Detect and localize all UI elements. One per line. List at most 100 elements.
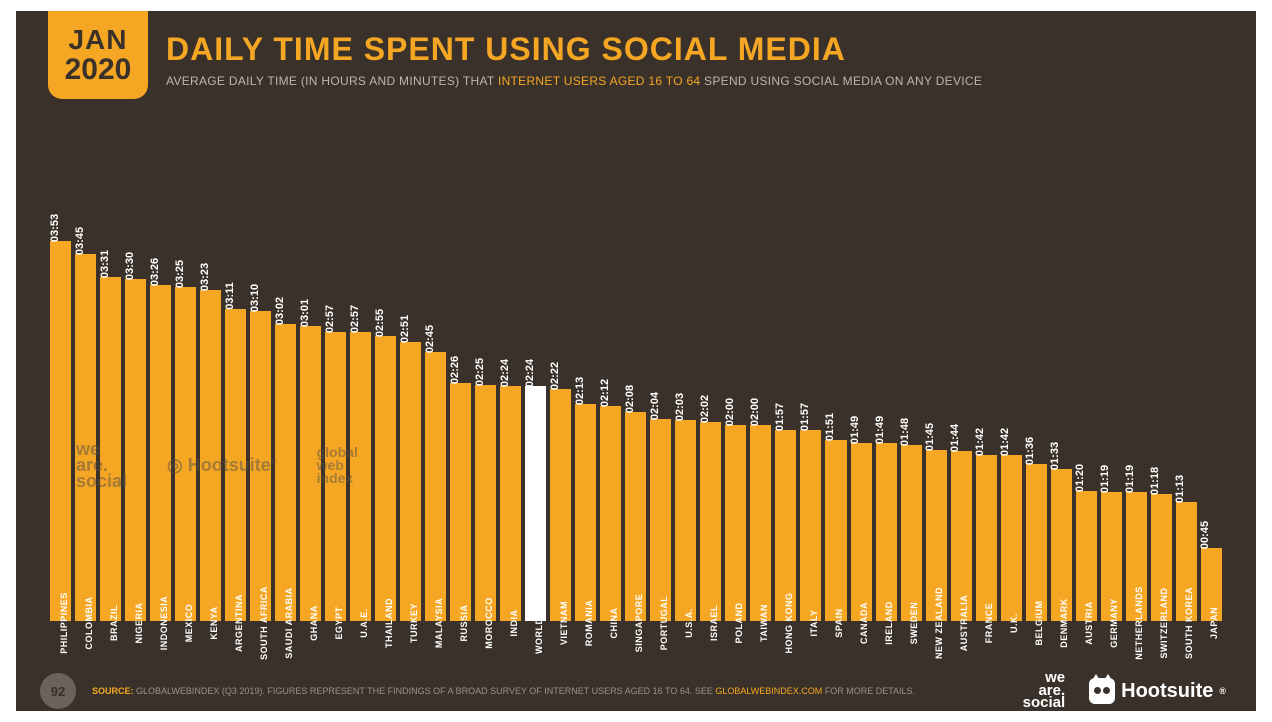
bar: 01:42 bbox=[1001, 455, 1022, 621]
bar-col: 02:13ROMANIA bbox=[575, 151, 596, 621]
source-label: SOURCE: bbox=[92, 686, 134, 696]
bar-col: 02:45MALAYSIA bbox=[425, 151, 446, 621]
bar-label: RUSSIA bbox=[459, 600, 469, 641]
bar-value: 03:02 bbox=[274, 297, 286, 343]
bar-col: 01:51SPAIN bbox=[825, 151, 846, 621]
bar-col: 03:25MEXICO bbox=[175, 151, 196, 621]
bar-col: 01:42FRANCE bbox=[976, 151, 997, 621]
bar-label: EGYPT bbox=[334, 602, 344, 639]
bar: 02:02 bbox=[700, 422, 721, 621]
date-year: 2020 bbox=[65, 54, 132, 86]
bar: 03:02 bbox=[275, 324, 296, 621]
bar-value: 02:13 bbox=[574, 377, 586, 423]
bar-value: 01:19 bbox=[1099, 465, 1111, 511]
hootsuite-text: Hootsuite bbox=[1121, 680, 1213, 703]
bar-label: INDIA bbox=[509, 606, 519, 637]
slide: JAN 2020 DAILY TIME SPENT USING SOCIAL M… bbox=[16, 11, 1256, 711]
bar-col: 02:57U.A.E. bbox=[350, 151, 371, 621]
bar-col: 02:26RUSSIA bbox=[450, 151, 471, 621]
bar-value: 01:42 bbox=[974, 428, 986, 474]
bar: 02:00 bbox=[725, 425, 746, 621]
bar-label: PHILIPPINES bbox=[59, 588, 69, 654]
bar-value: 02:00 bbox=[749, 398, 761, 444]
bar-label: ROMANIA bbox=[584, 596, 594, 647]
bar: 02:00 bbox=[750, 425, 771, 621]
bar-label: VIETNAM bbox=[559, 597, 569, 645]
bar-col: 01:20AUSTRIA bbox=[1076, 151, 1097, 621]
bar-label: GERMANY bbox=[1109, 594, 1119, 648]
bar-value: 01:18 bbox=[1149, 467, 1161, 513]
bar-value: 02:45 bbox=[424, 325, 436, 371]
subtitle-prefix: AVERAGE DAILY TIME (IN HOURS AND MINUTES… bbox=[166, 74, 498, 88]
bar-col: 02:04PORTUGAL bbox=[650, 151, 671, 621]
bar: 03:01 bbox=[300, 326, 321, 621]
bar-label: HONG KONG bbox=[784, 588, 794, 653]
bar-label: SOUTH AFRICA bbox=[259, 582, 269, 660]
bar-col: 03:30NIGERIA bbox=[125, 151, 146, 621]
bar-label: POLAND bbox=[734, 599, 744, 644]
bar-label: MOROCCO bbox=[484, 593, 494, 649]
bar-value: 01:51 bbox=[824, 413, 836, 459]
bar-value: 02:25 bbox=[474, 358, 486, 404]
bar: 01:51 bbox=[825, 440, 846, 621]
source-body-2: FOR MORE DETAILS. bbox=[822, 686, 915, 696]
bar-label: U.K. bbox=[1009, 609, 1019, 633]
footer: 92 SOURCE: GLOBALWEBINDEX (Q3 2019). FIG… bbox=[16, 671, 1256, 711]
bar-col: 03:45COLOMBIA bbox=[75, 151, 96, 621]
page-number-badge: 92 bbox=[40, 673, 76, 709]
bar-col: 02:57EGYPT bbox=[325, 151, 346, 621]
bar-value: 01:36 bbox=[1024, 437, 1036, 483]
bar: 02:12 bbox=[600, 406, 621, 621]
bar-value: 01:13 bbox=[1174, 475, 1186, 521]
bar-label: IRELAND bbox=[884, 597, 894, 645]
bar-value: 02:57 bbox=[324, 305, 336, 351]
bar-col: 03:23KENYA bbox=[200, 151, 221, 621]
bar-col: 01:57ITALY bbox=[800, 151, 821, 621]
bar: 02:04 bbox=[650, 419, 671, 621]
bar-value: 02:00 bbox=[724, 398, 736, 444]
bar-value: 01:45 bbox=[924, 423, 936, 469]
bar-col: 00:45JAPAN bbox=[1201, 151, 1222, 621]
bar-value: 03:01 bbox=[299, 299, 311, 345]
bar: 01:49 bbox=[876, 443, 897, 621]
bar: 03:25 bbox=[175, 287, 196, 621]
bar: 02:55 bbox=[375, 336, 396, 621]
bar-label: SAUDI ARABIA bbox=[284, 583, 294, 658]
logo-wearesocial: we are. social bbox=[1023, 672, 1066, 710]
bar-label: ARGENTINA bbox=[234, 590, 244, 652]
bar-col: 01:44AUSTRALIA bbox=[951, 151, 972, 621]
bar: 01:57 bbox=[800, 430, 821, 621]
bar-label: ITALY bbox=[809, 605, 819, 636]
bar-col: 03:01GHANA bbox=[300, 151, 321, 621]
bar-value: 01:20 bbox=[1074, 464, 1086, 510]
bar: 01:42 bbox=[976, 455, 997, 621]
bar-label: CHINA bbox=[609, 604, 619, 639]
bar-label: TAIWAN bbox=[759, 600, 769, 642]
bar-col: 02:51TURKEY bbox=[400, 151, 421, 621]
bar-label: JAPAN bbox=[1209, 603, 1219, 639]
bar-value: 03:23 bbox=[199, 263, 211, 309]
date-badge: JAN 2020 bbox=[48, 11, 148, 99]
subtitle-suffix: SPEND USING SOCIAL MEDIA ON ANY DEVICE bbox=[700, 74, 982, 88]
bar-value: 01:49 bbox=[874, 416, 886, 462]
bar-value: 02:24 bbox=[499, 359, 511, 405]
page-title: DAILY TIME SPENT USING SOCIAL MEDIA bbox=[166, 31, 1226, 68]
bar-label: COLOMBIA bbox=[84, 593, 94, 650]
bar-value: 02:22 bbox=[549, 362, 561, 408]
bar-col: 01:19GERMANY bbox=[1101, 151, 1122, 621]
bar-label: SINGAPORE bbox=[634, 590, 644, 653]
bar-value: 02:55 bbox=[374, 309, 386, 355]
bar-col: 03:11ARGENTINA bbox=[225, 151, 246, 621]
bar-col: 03:10SOUTH AFRICA bbox=[250, 151, 271, 621]
bar-label: BELGIUM bbox=[1034, 597, 1044, 646]
bar-value: 03:53 bbox=[49, 214, 61, 260]
bar-col: 02:03U.S.A. bbox=[675, 151, 696, 621]
bar: 01:49 bbox=[851, 443, 872, 621]
bar-value: 02:51 bbox=[399, 315, 411, 361]
bar-label: WORLDWIDE bbox=[534, 588, 544, 654]
bar: 02:45 bbox=[425, 352, 446, 621]
bar-label: DENMARK bbox=[1059, 594, 1069, 648]
source-body-1: GLOBALWEBINDEX (Q3 2019). FIGURES REPRES… bbox=[134, 686, 716, 696]
bar-label: GHANA bbox=[309, 601, 319, 641]
bar: 03:26 bbox=[150, 285, 171, 621]
